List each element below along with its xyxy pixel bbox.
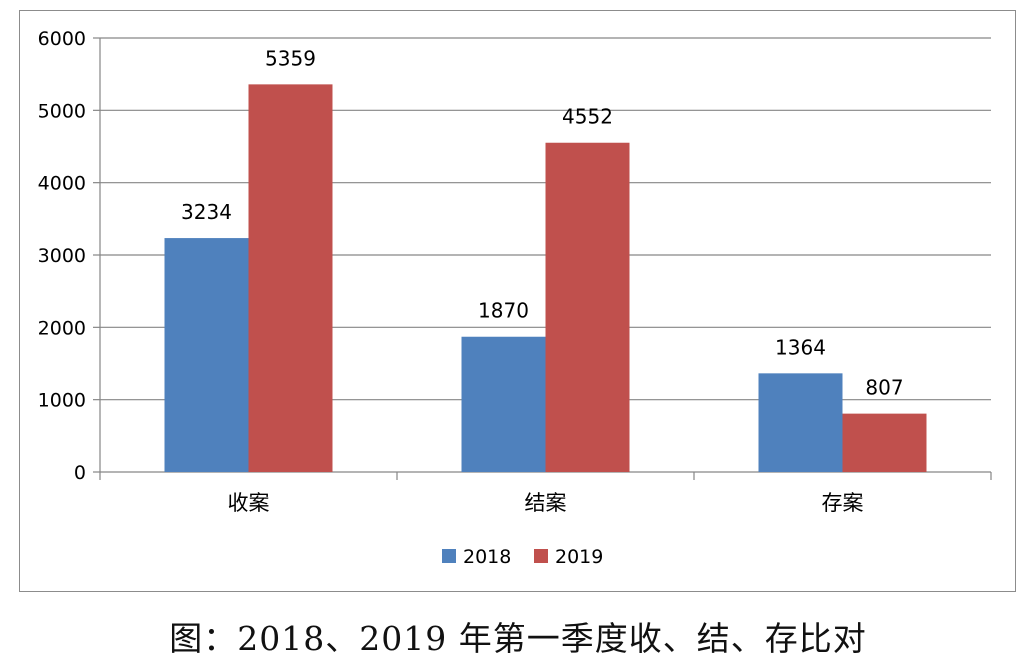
legend-swatch-2019 xyxy=(534,549,548,563)
bar-2019-1 xyxy=(248,84,333,473)
x-category-label: 存案 xyxy=(822,491,864,515)
x-category-label: 结案 xyxy=(525,491,567,515)
y-tick-label: 6000 xyxy=(38,28,86,50)
y-tick-label: 4000 xyxy=(38,173,86,195)
data-label: 5359 xyxy=(265,46,316,70)
legend-swatch-2018 xyxy=(442,549,456,563)
bar-2018-3 xyxy=(758,373,843,472)
data-label: 3234 xyxy=(181,200,232,224)
bar-chart: 0 1000 2000 3000 4000 5000 6000 3234 5359 收案 1870 4… xyxy=(38,28,992,568)
bar-2018-1 xyxy=(164,238,249,472)
y-tick-label: 5000 xyxy=(38,100,86,122)
legend-label: 2018 xyxy=(463,546,511,568)
bar-2019-3 xyxy=(842,413,927,472)
y-tick-label: 2000 xyxy=(38,317,86,339)
x-category-label: 收案 xyxy=(228,491,270,515)
figure-caption: 图：2018、2019 年第一季度收、结、存比对 xyxy=(169,619,867,658)
data-label: 807 xyxy=(865,376,903,400)
y-tick-label: 3000 xyxy=(38,245,86,267)
data-label: 1364 xyxy=(775,335,826,359)
data-label: 4552 xyxy=(562,105,613,129)
y-tick-label: 0 xyxy=(74,462,86,484)
data-label: 1870 xyxy=(478,299,529,323)
bar-2019-2 xyxy=(545,142,630,473)
bar-2018-2 xyxy=(461,336,546,472)
legend-label: 2019 xyxy=(555,546,603,568)
y-tick-label: 1000 xyxy=(38,390,86,412)
